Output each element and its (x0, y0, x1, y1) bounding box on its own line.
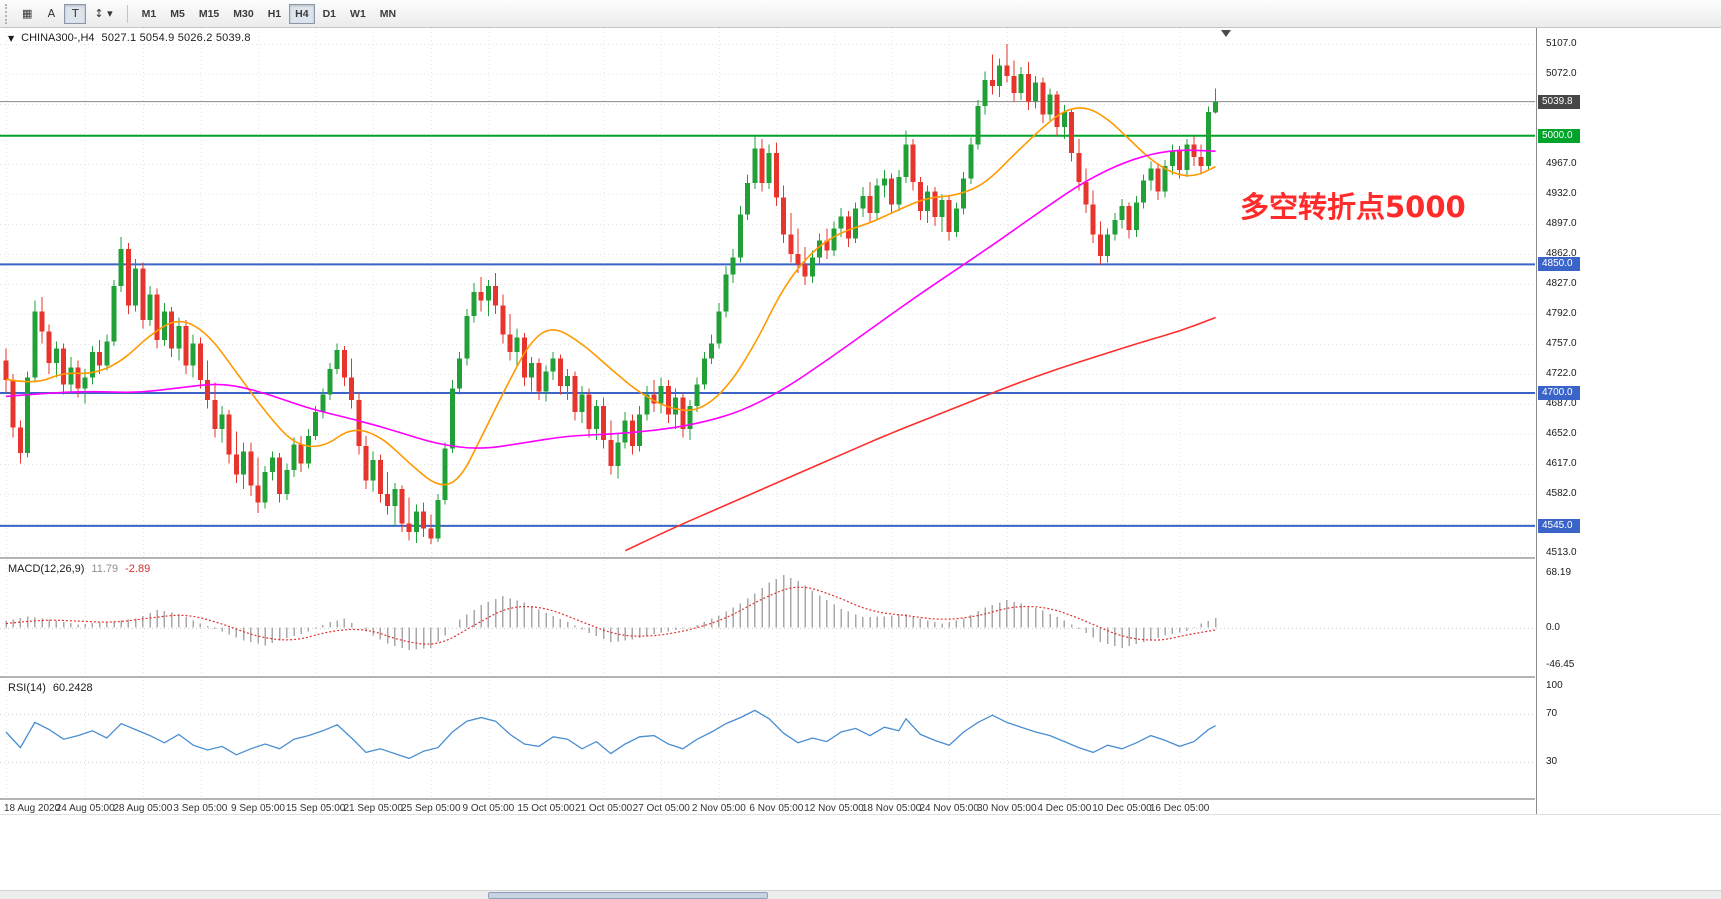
rsi-scale-label: 70 (1546, 708, 1558, 719)
rsi-indicator-label: RSI(14) (8, 682, 46, 694)
macd-label-row: MACD(12,26,9) 11.79 -2.89 (8, 563, 157, 575)
chart-window-icon[interactable]: ▦ (22, 7, 33, 20)
price-tag: 4700.0 (1538, 385, 1580, 400)
svg-text:24 Nov 05:00: 24 Nov 05:00 (919, 803, 979, 814)
svg-text:12 Nov 05:00: 12 Nov 05:00 (804, 803, 864, 814)
price-tag: 4850.0 (1538, 257, 1580, 272)
svg-text:21 Sep 05:00: 21 Sep 05:00 (343, 803, 403, 814)
price-label: 4652.0 (1546, 428, 1577, 440)
price-label: 5107.0 (1546, 38, 1577, 50)
svg-text:10 Dec 05:00: 10 Dec 05:00 (1092, 803, 1152, 814)
price-label: 4722.0 (1546, 368, 1577, 380)
svg-text:18 Aug 2020: 18 Aug 2020 (4, 803, 61, 814)
timeframe-h4[interactable]: H4 (289, 3, 315, 24)
svg-text:16 Dec 05:00: 16 Dec 05:00 (1150, 803, 1210, 814)
chart-area: 18 Aug 2020 24 Aug 05:00 28 Aug 05:00 3 Sep… (0, 28, 1721, 814)
svg-text:15 Sep 05:00: 15 Sep 05:00 (286, 803, 346, 814)
macd-signal-value: -2.89 (125, 563, 151, 575)
ma-slow-line (624, 316, 1216, 552)
timeframe-h1[interactable]: H1 (267, 7, 282, 20)
macd-indicator-label: MACD(12,26,9) (8, 563, 85, 575)
timeframe-m5[interactable]: M5 (170, 7, 185, 20)
timeframe-m30[interactable]: M30 (233, 7, 254, 20)
timeframe-m15[interactable]: M15 (198, 7, 220, 20)
tool-buttons: ▦ A T ↕ ▾ (15, 3, 120, 24)
price-label: 4827.0 (1546, 278, 1577, 290)
timeframe-mn[interactable]: MN (379, 7, 397, 20)
price-axis[interactable]: 5107.0 5072.0 4967.0 4932.0 4897.0 4862.0 4827… (1536, 28, 1721, 814)
svg-text:24 Aug 05:00: 24 Aug 05:00 (56, 803, 115, 814)
svg-text:25 Sep 05:00: 25 Sep 05:00 (401, 803, 461, 814)
svg-text:30 Nov 05:00: 30 Nov 05:00 (977, 803, 1037, 814)
horizontal-scrollbar[interactable] (0, 890, 1721, 899)
price-label: 4897.0 (1546, 218, 1577, 230)
svg-text:9 Sep 05:00: 9 Sep 05:00 (231, 803, 285, 814)
svg-text:27 Oct 05:00: 27 Oct 05:00 (633, 803, 691, 814)
tool-a-icon[interactable]: A (47, 7, 56, 20)
rsi-scale-label: 100 (1546, 680, 1563, 691)
chart-header: ▼ CHINA300-,H4 5027.1 5054.9 5026.2 5039.8 (8, 32, 258, 44)
macd-main-value: 11.79 (91, 563, 119, 575)
price-tag: 5000.0 (1538, 128, 1580, 143)
bottom-strip (0, 814, 1721, 899)
ma-mid-line (5, 149, 1216, 449)
svg-text:15 Oct 05:00: 15 Oct 05:00 (517, 803, 575, 814)
price-label: 4792.0 (1546, 308, 1577, 320)
svg-text:6 Nov 05:00: 6 Nov 05:00 (749, 803, 803, 814)
price-tag: 5039.8 (1538, 94, 1580, 109)
svg-text:18 Nov 05:00: 18 Nov 05:00 (862, 803, 922, 814)
ohlc-values: 5027.1 5054.9 5026.2 5039.8 (101, 32, 251, 44)
price-label: 4967.0 (1546, 158, 1577, 170)
price-label: 4617.0 (1546, 458, 1577, 470)
symbol-period-label: CHINA300-,H4 (21, 32, 95, 44)
svg-text:9 Oct 05:00: 9 Oct 05:00 (463, 803, 515, 814)
price-tag: 4545.0 (1538, 518, 1580, 533)
timeframe-d1[interactable]: D1 (322, 7, 337, 20)
macd-scale-label: -46.45 (1546, 659, 1575, 671)
toolbar-grip[interactable] (5, 3, 10, 24)
ma-fast-line (5, 107, 1216, 486)
macd-scale-label: 68.19 (1546, 566, 1572, 578)
price-label: 4513.0 (1546, 547, 1577, 559)
price-label: 4582.0 (1546, 488, 1577, 500)
timeframe-buttons: M1 M5 M15 M30 H1 H4 D1 W1 MN (135, 3, 403, 24)
svg-text:3 Sep 05:00: 3 Sep 05:00 (173, 803, 227, 814)
candles-layer (3, 44, 1219, 544)
annotation-text: 多空转折点5000 (1240, 190, 1466, 224)
rsi-value: 60.2428 (52, 682, 93, 694)
toolbar: ▦ A T ↕ ▾ M1 M5 M15 M30 H1 H4 D1 W1 MN (0, 0, 1721, 28)
svg-text:4 Dec 05:00: 4 Dec 05:00 (1037, 803, 1091, 814)
price-label: 5072.0 (1546, 68, 1577, 80)
scrollbar-thumb[interactable] (488, 892, 768, 899)
timeframe-m1[interactable]: M1 (141, 7, 157, 20)
macd-signal-line (5, 586, 1216, 645)
price-label: 4932.0 (1546, 188, 1577, 200)
rsi-line (5, 709, 1216, 760)
horizontal-lines (0, 134, 1535, 527)
text-tool-icon[interactable]: T (64, 3, 87, 24)
panel-separators (0, 557, 1535, 800)
shift-marker-icon (1221, 30, 1231, 37)
rsi-scale-label: 30 (1546, 756, 1558, 767)
grid-layer (0, 28, 1535, 798)
macd-scale-label: 0.0 (1546, 621, 1560, 633)
price-label: 4757.0 (1546, 338, 1577, 350)
svg-text:28 Aug 05:00: 28 Aug 05:00 (113, 803, 172, 814)
macd-histogram (5, 575, 1217, 651)
rsi-label-row: RSI(14) 60.2428 (8, 682, 100, 694)
price-label: 4862.0 (1546, 248, 1577, 260)
chart-menu-icon[interactable]: ▼ (8, 34, 15, 43)
svg-text:21 Oct 05:00: 21 Oct 05:00 (575, 803, 633, 814)
arrows-dropdown-icon[interactable]: ↕ ▾ (94, 7, 113, 20)
svg-text:2 Nov 05:00: 2 Nov 05:00 (692, 803, 746, 814)
price-label: 4687.0 (1546, 398, 1577, 410)
toolbar-separator (126, 4, 128, 23)
timeframe-w1[interactable]: W1 (350, 7, 366, 20)
